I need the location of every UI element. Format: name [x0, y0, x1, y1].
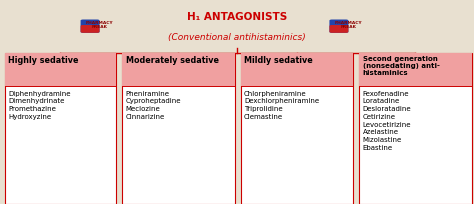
Text: Diphenhydramine
Dimenhydrinate
Promethazine
Hydroxyzine: Diphenhydramine Dimenhydrinate Promethaz…: [8, 90, 71, 119]
Bar: [241, 54, 353, 204]
Text: Highly sedative: Highly sedative: [8, 56, 79, 65]
Text: PHARMACY
FREAK: PHARMACY FREAK: [335, 20, 362, 29]
Bar: [5, 54, 116, 204]
Text: Pheniramine
Cyproheptadine
Meclozine
Cinnarizine: Pheniramine Cyproheptadine Meclozine Cin…: [126, 90, 181, 119]
Bar: [122, 54, 235, 204]
FancyBboxPatch shape: [329, 26, 348, 34]
Text: (Conventional antihistaminics): (Conventional antihistaminics): [168, 33, 306, 42]
Text: Chlorpheniramine
Dexchlorpheniramine
Triprolidine
Clemastine: Chlorpheniramine Dexchlorpheniramine Tri…: [244, 90, 319, 119]
FancyBboxPatch shape: [81, 26, 100, 34]
Text: Second generation
(nonsedating) anti-
histaminics: Second generation (nonsedating) anti- hi…: [363, 56, 439, 76]
Bar: [359, 54, 472, 87]
Text: Fexofenadine
Loratadine
Desloratadine
Cetirizine
Levocetirizine
Azelastine
Mizol: Fexofenadine Loratadine Desloratadine Ce…: [363, 90, 411, 150]
Text: PHARMACY
FREAK: PHARMACY FREAK: [86, 20, 113, 29]
Bar: [122, 54, 235, 87]
FancyBboxPatch shape: [329, 20, 348, 34]
Text: H₁ ANTAGONISTS: H₁ ANTAGONISTS: [187, 12, 287, 22]
Bar: [241, 54, 353, 87]
Text: Mildly sedative: Mildly sedative: [244, 56, 313, 65]
Bar: [359, 54, 472, 204]
FancyBboxPatch shape: [81, 20, 100, 34]
Bar: [5, 54, 116, 87]
Text: Moderately sedative: Moderately sedative: [126, 56, 219, 65]
